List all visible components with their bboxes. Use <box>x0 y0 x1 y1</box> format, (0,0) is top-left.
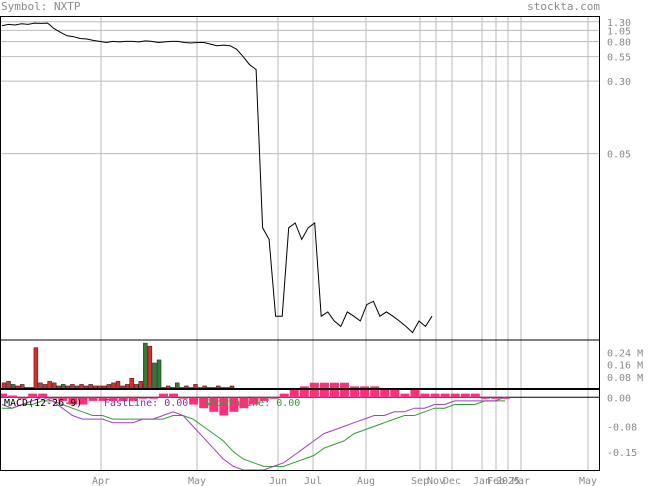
macd-histogram-bar <box>229 397 239 412</box>
macd-tick-label: 0.00 <box>607 393 631 404</box>
macd-histogram-bar <box>78 397 88 405</box>
site-label[interactable]: stockta.com <box>527 0 600 13</box>
symbol-label: Symbol: NXTP <box>1 0 81 13</box>
x-tick-label: Nov <box>427 476 445 486</box>
macd-histogram-bar <box>68 397 78 405</box>
x-tick-label: 2025 <box>496 476 520 486</box>
macd-histogram-bar <box>430 393 440 398</box>
volume-bar <box>33 347 39 390</box>
macd-histogram-bar <box>490 397 500 399</box>
volume-bar <box>115 381 121 390</box>
macd-histogram-bar <box>118 397 128 401</box>
macd-histogram-bar <box>199 397 209 409</box>
volume-bar <box>129 378 134 390</box>
volume-bar <box>156 359 162 390</box>
macd-histogram-bar <box>249 397 259 405</box>
macd-histogram-bar <box>148 397 158 399</box>
x-tick-label: Sep <box>411 476 429 486</box>
volume-tick-label: 0.08 M <box>607 373 643 384</box>
x-tick-label: May <box>188 476 206 486</box>
macd-histogram-bar <box>8 395 18 398</box>
macd-histogram-bar <box>219 397 229 416</box>
volume-bar <box>152 362 157 390</box>
macd-histogram-bar <box>370 386 380 398</box>
x-tick-label: Dec <box>443 476 461 486</box>
price-tick-label: 0.05 <box>607 150 631 161</box>
macd-histogram-bar <box>299 386 309 398</box>
macd-histogram-bar <box>239 397 249 409</box>
macd-histogram-bar <box>470 393 480 398</box>
x-tick-label: Apr <box>92 476 110 486</box>
volume-bar <box>147 345 153 390</box>
volume-tick-label: 0.16 M <box>607 361 643 372</box>
macd-histogram-bar <box>179 397 189 399</box>
price-tick-label: 0.30 <box>607 77 631 88</box>
macd-histogram-bar <box>259 397 269 401</box>
macd-histogram-bar <box>279 393 289 398</box>
price-panel <box>1 22 433 334</box>
volume-bar <box>143 342 148 390</box>
macd-histogram-bar <box>128 397 138 401</box>
macd-histogram-bar <box>460 393 470 398</box>
x-tick-label: Jan <box>473 476 491 486</box>
macd-histogram-bar <box>480 397 490 399</box>
macd-histogram-bar <box>28 393 38 398</box>
macd-histogram-bar <box>450 393 460 398</box>
macd-histogram-bar <box>400 393 410 398</box>
macd-histogram-bar <box>269 397 279 399</box>
macd-histogram-bar <box>289 390 299 398</box>
macd-histogram-bar <box>410 390 420 398</box>
macd-histogram-bar <box>38 393 48 398</box>
macd-histogram-bar <box>380 390 390 398</box>
macd-histogram-bar <box>420 393 430 398</box>
x-tick-label: Mar <box>512 476 530 486</box>
macd-tick-label: -0.08 <box>607 422 637 433</box>
x-tick-label: Jul <box>304 476 322 486</box>
macd-histogram-bar <box>108 397 118 401</box>
x-tick-label: Aug <box>357 476 375 486</box>
volume-bar <box>138 381 144 390</box>
volume-panel <box>1 342 235 390</box>
x-tick-label: Jun <box>269 476 287 486</box>
macd-histogram-bar <box>350 386 360 398</box>
macd-histogram-bar <box>88 397 98 401</box>
macd-histogram-bar <box>360 386 370 398</box>
macd-histogram-bar <box>209 397 219 412</box>
macd-panel <box>0 382 600 471</box>
macd-label: MACD(12-26-9) <box>4 398 82 409</box>
macd-histogram-bar <box>390 390 400 398</box>
axes: 1.301.050.80 0.55 0.30 0.05 0.24 M 0.16 M0.08… <box>0 16 643 471</box>
macd-histogram-bar <box>189 397 199 405</box>
macd-smooth-label: SmoothLine: 0.00 <box>204 398 300 409</box>
macd-histogram-bar <box>440 393 450 398</box>
macd-histogram-bar <box>18 397 28 399</box>
x-tick-label: Feb <box>487 476 505 486</box>
volume-bar <box>6 381 11 390</box>
macd-histogram-bar <box>98 397 108 401</box>
macd-histogram-bar <box>138 397 148 399</box>
volume-tick-label: 0.24 M <box>607 348 643 359</box>
macd-histogram-bar <box>58 397 68 401</box>
labels: MACD(12-26-9) FastLine: 0.00 SmoothLine: 0… <box>4 398 597 486</box>
macd-smooth-line <box>2 400 505 467</box>
macd-fast-label: FastLine: 0.00 <box>104 398 188 409</box>
macd-histogram-bar <box>158 393 168 398</box>
plot-frame <box>0 16 600 471</box>
macd-histogram-bar <box>501 397 510 399</box>
price-series-line <box>1 22 433 334</box>
macd-histogram-bar <box>48 397 58 399</box>
macd-histogram-bar <box>0 393 7 398</box>
x-tick-label: May <box>579 476 597 486</box>
macd-tick-label: -0.15 <box>607 448 637 459</box>
price-tick-label: 1.05 <box>607 26 631 37</box>
price-tick-label: 0.80 <box>607 37 631 48</box>
volume-bar <box>47 381 52 390</box>
price-tick-label: 1.30 <box>607 18 631 29</box>
price-tick-label: 0.55 <box>607 53 631 64</box>
macd-histogram-bar <box>169 393 179 398</box>
